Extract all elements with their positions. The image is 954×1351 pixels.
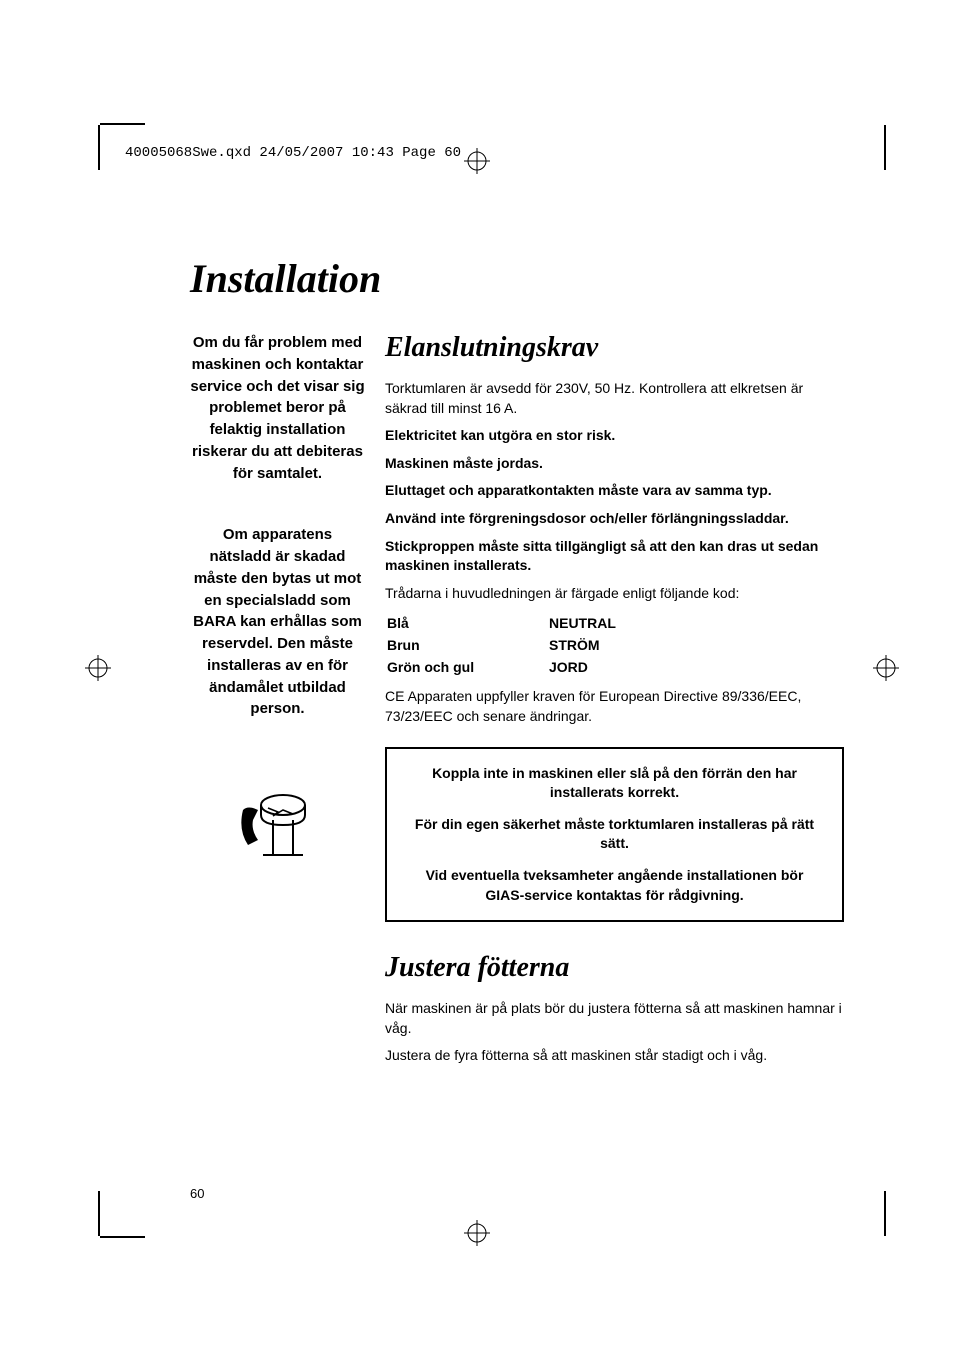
crop-mark	[884, 125, 886, 170]
crop-mark	[98, 125, 100, 170]
wire-meaning: NEUTRAL	[549, 613, 842, 633]
foot-adjustment-icon	[190, 760, 365, 875]
body-text: Maskinen måste jordas.	[385, 454, 844, 474]
wire-color: Blå	[387, 613, 547, 633]
crop-mark	[98, 1191, 100, 1236]
sidebar-warning-1: Om du får problem med maskinen och konta…	[190, 332, 365, 484]
crop-mark	[100, 1236, 145, 1238]
section-title-feet: Justera fötterna	[385, 952, 844, 984]
callout-text: För din egen säkerhet måste torktumlaren…	[407, 815, 822, 854]
wire-meaning: JORD	[549, 657, 842, 677]
table-row: Grön och gul JORD	[387, 657, 842, 677]
wire-color: Brun	[387, 635, 547, 655]
page-content: Installation Om du får problem med maski…	[190, 255, 844, 1074]
wire-color: Grön och gul	[387, 657, 547, 677]
page-number: 60	[190, 1186, 204, 1201]
wire-meaning: STRÖM	[549, 635, 842, 655]
sidebar-warning-2: Om apparatens nätsladd är skadad måste d…	[190, 524, 365, 720]
sidebar-column: Om du får problem med maskinen och konta…	[190, 332, 365, 1074]
body-text: När maskinen är på plats bör du justera …	[385, 999, 844, 1038]
body-text: Justera de fyra fötterna så att maskinen…	[385, 1046, 844, 1066]
registration-mark-icon	[873, 655, 899, 686]
registration-mark-icon	[464, 148, 490, 179]
body-text: Stickproppen måste sitta tillgängligt så…	[385, 537, 844, 576]
prepress-header: 40005068Swe.qxd 24/05/2007 10:43 Page 60	[125, 145, 461, 161]
body-text: Torktumlaren är avsedd för 230V, 50 Hz. …	[385, 379, 844, 418]
body-text: Använd inte förgreningsdosor och/eller f…	[385, 509, 844, 529]
crop-mark	[100, 123, 145, 125]
registration-mark-icon	[85, 655, 111, 686]
warning-callout: Koppla inte in maskinen eller slå på den…	[385, 747, 844, 923]
wire-color-table: Blå NEUTRAL Brun STRÖM Grön och gul JORD	[385, 611, 844, 679]
table-row: Blå NEUTRAL	[387, 613, 842, 633]
table-row: Brun STRÖM	[387, 635, 842, 655]
main-title: Installation	[190, 255, 844, 302]
callout-text: Koppla inte in maskinen eller slå på den…	[407, 764, 822, 803]
crop-mark	[884, 1191, 886, 1236]
body-text: Eluttaget och apparatkontakten måste var…	[385, 481, 844, 501]
body-text: CE Apparaten uppfyller kraven för Europe…	[385, 687, 844, 726]
body-text: Elektricitet kan utgöra en stor risk.	[385, 426, 844, 446]
section-title-electrical: Elanslutningskrav	[385, 332, 844, 364]
registration-mark-icon	[464, 1220, 490, 1251]
body-text: Trådarna i huvudledningen är färgade enl…	[385, 584, 844, 604]
main-column: Elanslutningskrav Torktumlaren är avsedd…	[385, 332, 844, 1074]
callout-text: Vid eventuella tveksamheter angående ins…	[407, 866, 822, 905]
